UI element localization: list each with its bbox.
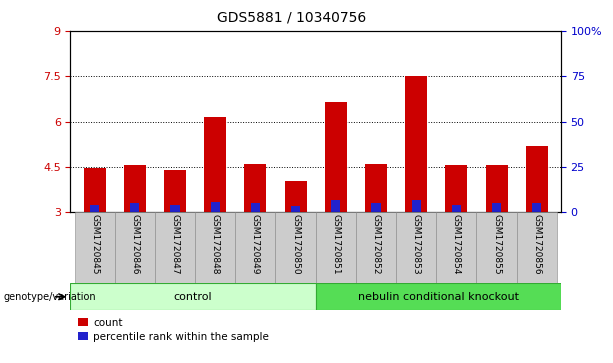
Bar bbox=[325, 102, 347, 212]
Bar bbox=[316, 212, 356, 283]
Bar bbox=[436, 212, 476, 283]
Text: GSM1720846: GSM1720846 bbox=[131, 215, 139, 275]
Bar bbox=[476, 212, 517, 283]
Bar bbox=[331, 200, 340, 212]
Bar bbox=[517, 212, 557, 283]
Bar bbox=[90, 205, 99, 212]
Text: GSM1720853: GSM1720853 bbox=[412, 215, 421, 275]
Bar bbox=[70, 283, 316, 310]
Bar bbox=[284, 180, 306, 212]
Bar bbox=[526, 146, 548, 212]
Legend: count, percentile rank within the sample: count, percentile rank within the sample bbox=[75, 315, 272, 344]
Bar bbox=[83, 168, 105, 212]
Bar bbox=[164, 170, 186, 212]
Bar bbox=[115, 212, 155, 283]
Bar bbox=[130, 203, 139, 212]
Bar bbox=[371, 203, 381, 212]
Text: control: control bbox=[173, 292, 213, 302]
Text: GSM1720856: GSM1720856 bbox=[532, 215, 541, 275]
Bar bbox=[204, 117, 226, 212]
Bar bbox=[316, 283, 561, 310]
Bar bbox=[235, 212, 275, 283]
Text: GSM1720847: GSM1720847 bbox=[170, 215, 180, 275]
Bar bbox=[365, 164, 387, 212]
Bar bbox=[445, 166, 468, 212]
Bar bbox=[124, 166, 146, 212]
Text: nebulin conditional knockout: nebulin conditional knockout bbox=[358, 292, 519, 302]
Bar bbox=[356, 212, 396, 283]
Text: GSM1720855: GSM1720855 bbox=[492, 215, 501, 275]
Bar bbox=[485, 166, 508, 212]
Bar bbox=[396, 212, 436, 283]
Text: genotype/variation: genotype/variation bbox=[3, 292, 96, 302]
Text: GDS5881 / 10340756: GDS5881 / 10340756 bbox=[216, 11, 366, 25]
Bar bbox=[405, 76, 427, 212]
Bar bbox=[275, 212, 316, 283]
Text: GSM1720854: GSM1720854 bbox=[452, 215, 461, 275]
Text: GSM1720850: GSM1720850 bbox=[291, 215, 300, 275]
Bar bbox=[75, 212, 115, 283]
Bar bbox=[195, 212, 235, 283]
Bar bbox=[251, 203, 260, 212]
Bar bbox=[245, 164, 267, 212]
Bar bbox=[452, 205, 461, 212]
Text: GSM1720849: GSM1720849 bbox=[251, 215, 260, 275]
Text: GSM1720848: GSM1720848 bbox=[211, 215, 219, 275]
Bar bbox=[155, 212, 195, 283]
Bar bbox=[170, 205, 180, 212]
Bar bbox=[532, 203, 541, 212]
Text: GSM1720852: GSM1720852 bbox=[371, 215, 381, 275]
Bar bbox=[492, 203, 501, 212]
Bar bbox=[291, 206, 300, 212]
Text: GSM1720851: GSM1720851 bbox=[331, 215, 340, 275]
Text: GSM1720845: GSM1720845 bbox=[90, 215, 99, 275]
Bar bbox=[210, 202, 220, 212]
Bar bbox=[411, 200, 421, 212]
